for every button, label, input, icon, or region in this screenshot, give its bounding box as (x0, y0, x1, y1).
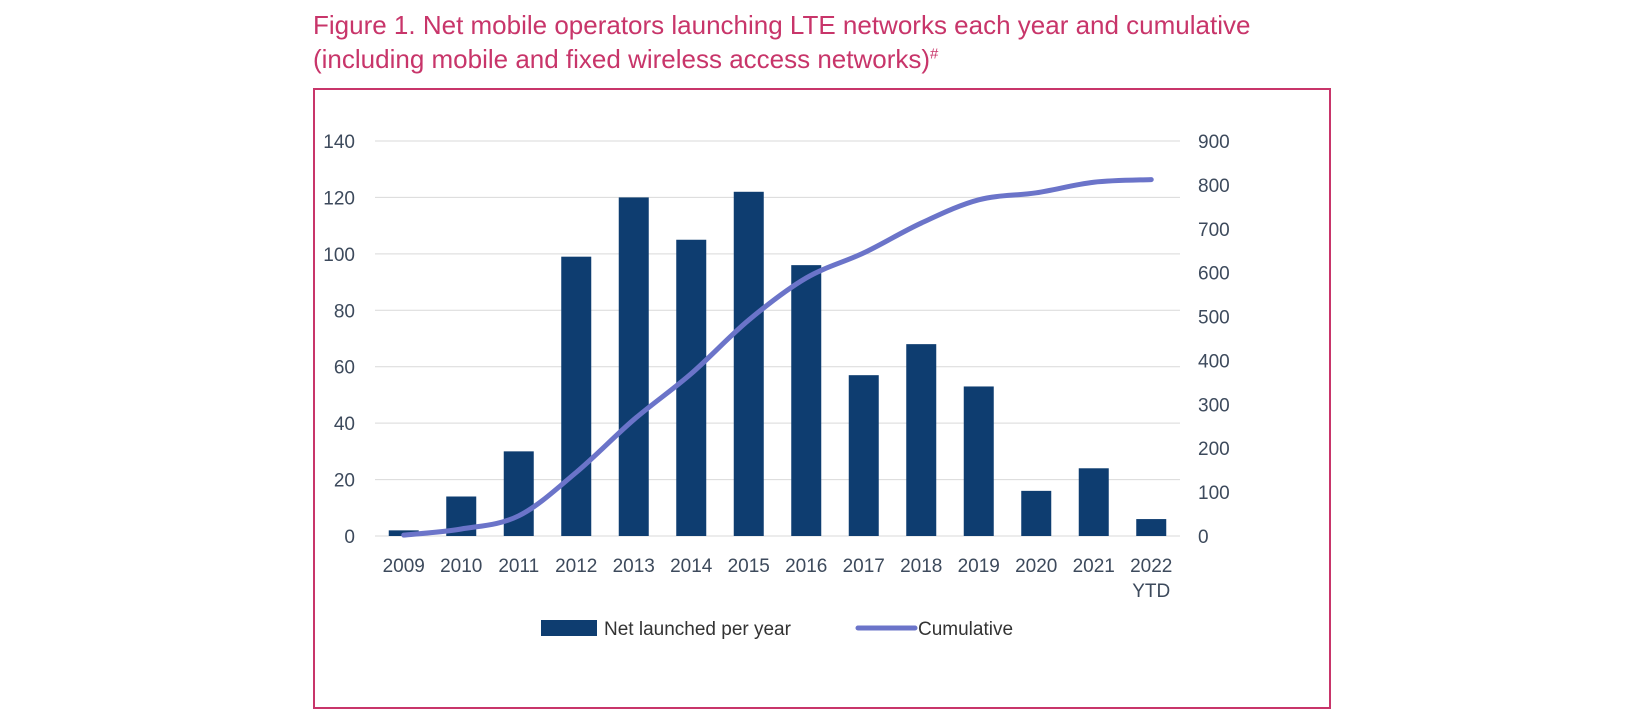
figure-title-footnote-mark: # (930, 45, 939, 63)
x-axis-tick-label: 2022 (1130, 556, 1172, 577)
left-axis-ticks: 0 20 40 60 80 100 120 140 (323, 132, 355, 548)
figure-title-line-2-text: (including mobile and fixed wireless acc… (313, 44, 931, 74)
figure-title-line-2: (including mobile and fixed wireless acc… (313, 42, 1563, 76)
legend-swatch-bar (541, 620, 597, 636)
x-axis-tick-label: 2014 (670, 556, 713, 577)
bar (1136, 519, 1167, 536)
right-axis-tick-label: 0 (1198, 527, 1209, 548)
left-axis-tick-label: 140 (323, 132, 355, 153)
x-axis-tick-label: 2015 (728, 556, 770, 577)
right-axis-tick-label: 300 (1198, 395, 1230, 416)
x-axis-tick-label: 2013 (613, 556, 655, 577)
right-axis-tick-label: 600 (1198, 264, 1230, 285)
x-axis-tick-label: 2020 (1015, 556, 1057, 577)
bar-series (388, 191, 1167, 537)
figure-title: Figure 1. Net mobile operators launching… (313, 8, 1563, 76)
chart-frame (313, 88, 1331, 709)
legend-label-bar: Net launched per year (604, 619, 792, 640)
left-axis-tick-label: 60 (334, 358, 355, 379)
gridlines (375, 140, 1180, 537)
legend: Net launched per year Cumulative (541, 619, 1013, 640)
left-axis-tick-label: 100 (323, 245, 355, 266)
right-axis-tick-label: 200 (1198, 439, 1230, 460)
x-axis-tick-label: 2009 (383, 556, 425, 577)
left-axis-tick-label: 40 (334, 414, 355, 435)
left-axis-tick-label: 20 (334, 471, 355, 492)
x-axis-tick-label: 2012 (555, 556, 597, 577)
right-axis-tick-label: 500 (1198, 308, 1230, 329)
figure-title-line-1: Figure 1. Net mobile operators launching… (313, 10, 1251, 40)
x-axis-tick-label: 2017 (843, 556, 885, 577)
right-axis-ticks: 0 100 200 300 400 500 600 700 800 900 (1198, 132, 1230, 548)
line-series (401, 177, 1154, 538)
bar (503, 451, 534, 536)
bar (906, 344, 937, 536)
bar (848, 375, 879, 536)
right-axis-tick-label: 800 (1198, 176, 1230, 197)
left-axis-tick-label: 80 (334, 301, 355, 322)
x-axis-tick-label: 2011 (498, 556, 539, 577)
cumulative-line (401, 177, 1154, 538)
bar (1078, 468, 1109, 536)
x-axis-tick-label: 2010 (440, 556, 482, 577)
bar (618, 197, 649, 536)
bar (1021, 490, 1052, 536)
x-axis-tick-label: 2019 (958, 556, 1000, 577)
bar (676, 239, 707, 536)
right-axis-tick-label: 400 (1198, 351, 1230, 372)
bar (561, 256, 592, 536)
right-axis-tick-label: 900 (1198, 132, 1230, 153)
bar (733, 191, 764, 537)
right-axis-tick-label: 700 (1198, 220, 1230, 241)
bar (791, 265, 822, 536)
x-axis-tick-label: 2016 (785, 556, 827, 577)
right-axis-tick-label: 100 (1198, 483, 1230, 504)
x-axis-tick-label: 2018 (900, 556, 942, 577)
bar (963, 386, 994, 536)
left-axis-tick-label: 0 (344, 527, 355, 548)
left-axis-tick-label: 120 (323, 188, 355, 209)
x-axis-ticks: 2009 2010 2011 2012 2013 2014 2015 2016 2017 2018… (383, 556, 1173, 602)
legend-label-line: Cumulative (918, 619, 1013, 640)
x-axis-tick-label: 2021 (1073, 556, 1115, 577)
x-axis-tick-label: YTD (1132, 581, 1170, 602)
